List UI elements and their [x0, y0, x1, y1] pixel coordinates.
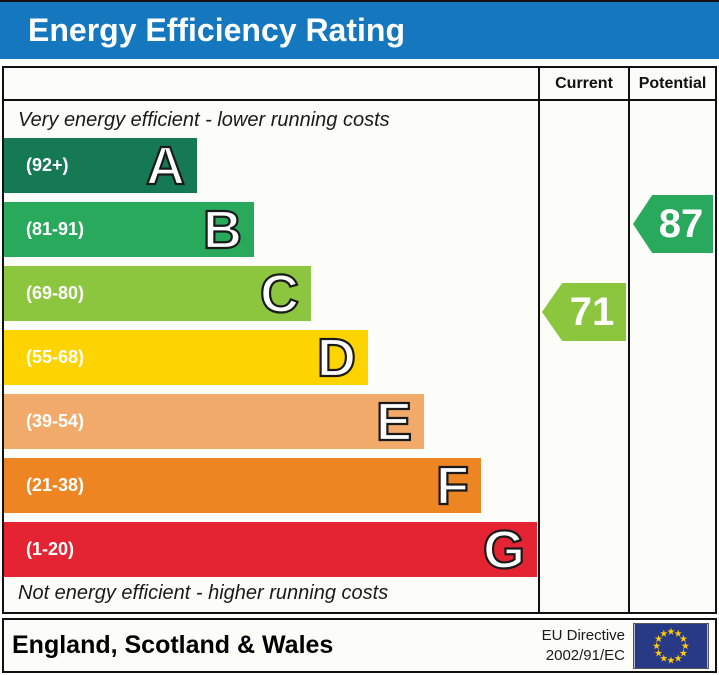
band-letter: E	[375, 391, 413, 452]
band-bar-b: (81-91) B	[4, 199, 254, 260]
band-range-label: (81-91)	[26, 219, 85, 239]
potential-column-header: Potential	[628, 68, 715, 99]
band-letter: A	[145, 135, 186, 196]
band-letter: B	[202, 199, 243, 260]
band-range-label: (55-68)	[26, 347, 85, 367]
band-row-g: (1-20) G	[4, 519, 538, 580]
band-letter: F	[435, 455, 470, 516]
band-bar-c: (69-80) C	[4, 263, 311, 324]
band-range-label: (69-80)	[26, 283, 85, 303]
rating-bands: (92+) A (81-91) B (69-80) C (55-68) D (39-54) E (2…	[4, 135, 538, 580]
band-bar-a: (92+) A	[4, 135, 197, 196]
potential-rating-value: 87	[658, 201, 704, 246]
header-spacer	[4, 68, 538, 99]
region-label: England, Scotland & Wales	[12, 631, 334, 659]
current-rating-value: 71	[569, 289, 615, 334]
band-bar-f: (21-38) F	[4, 455, 481, 516]
bottom-note: Not energy efficient - higher running co…	[18, 582, 389, 604]
rating-table: Current Potential Very energy efficient …	[2, 66, 717, 614]
chart-area: Very energy efficient - lower running co…	[4, 101, 538, 612]
table-body-row: Very energy efficient - lower running co…	[4, 101, 715, 612]
band-row-b: (81-91) B	[4, 199, 538, 260]
band-letter: D	[316, 327, 357, 388]
band-letter: C	[259, 263, 300, 324]
potential-column: 87	[628, 101, 715, 612]
eu-flag-icon	[633, 622, 709, 669]
band-bar-e: (39-54) E	[4, 391, 424, 452]
footer: England, Scotland & Wales EU Directive 2…	[2, 618, 717, 673]
current-column-header: Current	[538, 68, 628, 99]
band-row-e: (39-54) E	[4, 391, 538, 452]
top-note: Very energy efficient - lower running co…	[18, 109, 390, 131]
eu-directive-line2: 2002/91/EC	[545, 646, 625, 664]
band-range-label: (1-20)	[26, 539, 75, 559]
band-row-f: (21-38) F	[4, 455, 538, 516]
potential-rating-arrow: 87	[633, 195, 713, 253]
band-bar-g: (1-20) G	[4, 519, 537, 580]
band-range-label: (21-38)	[26, 475, 85, 495]
band-row-a: (92+) A	[4, 135, 538, 196]
page-title: Energy Efficiency Rating	[28, 12, 405, 48]
band-range-label: (39-54)	[26, 411, 85, 431]
band-row-c: (69-80) C	[4, 263, 538, 324]
title-bar: Energy Efficiency Rating	[0, 0, 719, 59]
eu-directive-line1: EU Directive	[541, 627, 625, 644]
table-header-row: Current Potential	[4, 68, 715, 101]
current-column: 71	[538, 101, 628, 612]
band-range-label: (92+)	[26, 155, 69, 175]
band-bar-d: (55-68) D	[4, 327, 368, 388]
band-letter: G	[482, 519, 526, 580]
eu-directive-label: EU Directive 2002/91/EC	[542, 626, 625, 665]
band-row-d: (55-68) D	[4, 327, 538, 388]
current-rating-arrow: 71	[542, 283, 626, 341]
